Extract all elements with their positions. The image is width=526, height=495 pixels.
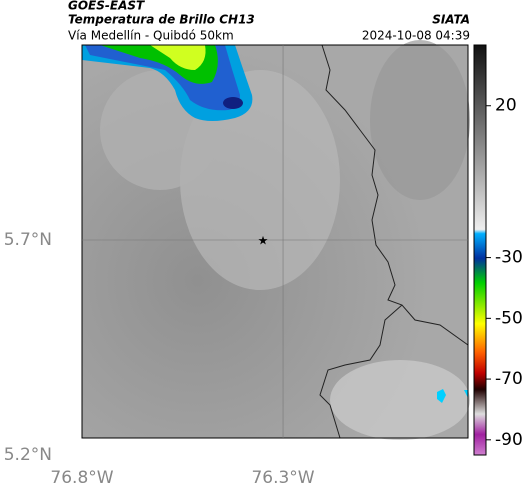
source: SIATA [432, 13, 470, 27]
colorbar-tick-label: -90 [495, 430, 523, 450]
y-tick-label: 5.7°N [4, 230, 52, 250]
y-tick-label: 5.2°N [4, 445, 52, 465]
region: Vía Medellín - Quibdó 50km [68, 29, 234, 43]
location-marker: ★ [258, 234, 269, 248]
datetime: 2024-10-08 04:39 [362, 29, 470, 43]
colorbar-tick-label: -50 [495, 308, 523, 328]
x-tick-label: 76.8°W [50, 468, 113, 488]
imagery [82, 40, 470, 440]
map-frame [81, 44, 469, 439]
colorbar-tick-label: 20 [495, 96, 517, 116]
border [319, 44, 469, 439]
colorbar-tick-label: -30 [495, 248, 523, 268]
subtitle: Temperatura de Brillo CH13 [68, 13, 255, 27]
colorbar [473, 44, 487, 456]
title: GOES-EAST [68, 0, 145, 13]
colorbar-tick-label: -70 [495, 369, 523, 389]
x-tick-label: 76.3°W [251, 468, 314, 488]
